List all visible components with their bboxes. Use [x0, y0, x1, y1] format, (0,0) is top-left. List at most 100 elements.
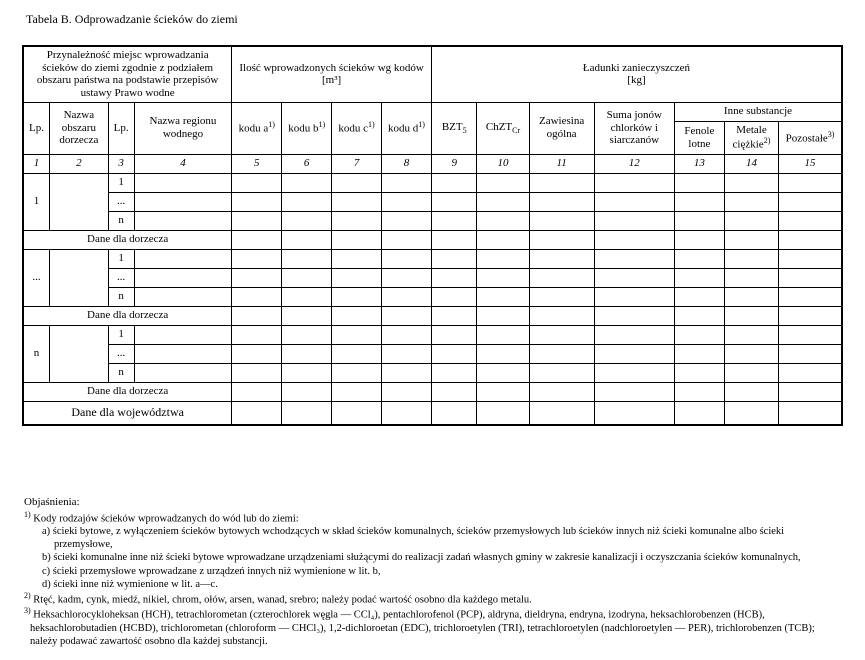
explain-line: 3) Heksachlorocykloheksan (HCH), tetrach…: [24, 606, 843, 648]
colnum: 12: [594, 154, 674, 173]
cell: [594, 325, 674, 344]
cell: [431, 325, 477, 344]
cell: [724, 344, 778, 363]
cell: [529, 363, 594, 382]
cell: [232, 249, 282, 268]
table-row: n: [23, 211, 842, 230]
cell: [477, 306, 529, 325]
cell-sublp: ...: [108, 192, 134, 211]
cell: [134, 268, 232, 287]
cell: [779, 401, 842, 425]
cell: [431, 382, 477, 401]
cell: [332, 268, 382, 287]
hdr-group-location: Przynależność miejsc wprowadzania ściekó…: [23, 46, 232, 102]
colnum: 5: [232, 154, 282, 173]
cell: [282, 211, 332, 230]
cell: [232, 382, 282, 401]
summary-row-dorzecza: Dane dla dorzecza: [23, 382, 842, 401]
cell: [382, 363, 432, 382]
cell: [332, 287, 382, 306]
colnum: 1: [23, 154, 50, 173]
cell: [674, 268, 724, 287]
hdr-group-amount-unit: [m³]: [322, 74, 341, 86]
cell: [779, 192, 842, 211]
cell: [232, 192, 282, 211]
cell: [674, 211, 724, 230]
cell: [779, 344, 842, 363]
cell: [594, 401, 674, 425]
hdr-metale: Metale ciężkie2): [724, 121, 778, 154]
hdr-nazwa-obszaru: Nazwa obszaru dorzecza: [50, 102, 109, 154]
hdr-inne: Inne substancje: [674, 102, 842, 121]
cell: [332, 401, 382, 425]
explanations: 1) 1) Kody rodzajów ścieków wprowadzanyc…: [24, 510, 843, 649]
cell: [431, 173, 477, 192]
cell: [674, 230, 724, 249]
colnum: 13: [674, 154, 724, 173]
cell: [232, 287, 282, 306]
colnum: 15: [779, 154, 842, 173]
cell: [674, 363, 724, 382]
cell: [529, 325, 594, 344]
hdr-group-amount: Ilość wprowadzonych ścieków wg kodów [m³…: [232, 46, 432, 102]
hdr-group-loads: Ładunki zanieczyszczeń [kg]: [431, 46, 842, 102]
cell: [332, 230, 382, 249]
cell: [529, 230, 594, 249]
cell: [674, 249, 724, 268]
explain-title: Objaśnienia:: [24, 496, 843, 508]
cell: [674, 325, 724, 344]
colnum: 3: [108, 154, 134, 173]
cell: [724, 249, 778, 268]
colnum: 4: [134, 154, 232, 173]
cell-sublp: n: [108, 287, 134, 306]
cell: [529, 344, 594, 363]
cell: [382, 306, 432, 325]
cell: [724, 382, 778, 401]
cell: [724, 306, 778, 325]
cell: [332, 173, 382, 192]
cell: [134, 173, 232, 192]
cell: [529, 249, 594, 268]
cell: [431, 249, 477, 268]
hdr-kodu-a: kodu a1): [232, 102, 282, 154]
cell: [529, 382, 594, 401]
explain-line: a) ścieki bytowe, z wyłączeniem ścieków …: [42, 525, 843, 551]
cell: [282, 268, 332, 287]
cell: [529, 401, 594, 425]
column-number-row: 1 2 3 4 5 6 7 8 9 10 11 12 13 14 15: [23, 154, 842, 173]
explain-line: b) ścieki komunalne inne niż ścieki byto…: [42, 551, 843, 564]
cell: [594, 344, 674, 363]
cell: [134, 287, 232, 306]
summary-row-dorzecza: Dane dla dorzecza: [23, 306, 842, 325]
explain-line: d) ścieki inne niż wymienione w lit. a—c…: [42, 578, 843, 591]
cell: [232, 401, 282, 425]
colnum: 7: [332, 154, 382, 173]
cell: [332, 325, 382, 344]
main-table: Przynależność miejsc wprowadzania ściekó…: [22, 45, 843, 426]
cell: [594, 363, 674, 382]
cell: [382, 382, 432, 401]
cell: [382, 173, 432, 192]
cell: [477, 363, 529, 382]
cell: [779, 268, 842, 287]
cell: [134, 344, 232, 363]
colnum: 8: [382, 154, 432, 173]
cell: [282, 173, 332, 192]
cell: [477, 249, 529, 268]
cell: [779, 287, 842, 306]
hdr-nazwa-regionu: Nazwa regionu wodnego: [134, 102, 232, 154]
cell: [134, 192, 232, 211]
cell: [594, 287, 674, 306]
cell: [332, 192, 382, 211]
table-row: n: [23, 287, 842, 306]
cell: [724, 325, 778, 344]
cell: [594, 192, 674, 211]
cell: [134, 325, 232, 344]
hdr-suma-jonow: Suma jonów chlorków i siarczanów: [594, 102, 674, 154]
cell: [724, 268, 778, 287]
cell: [382, 325, 432, 344]
cell: [529, 192, 594, 211]
summary-label: Dane dla dorzecza: [23, 306, 232, 325]
table-title: Tabela B. Odprowadzanie ścieków do ziemi: [26, 12, 843, 27]
cell: [134, 249, 232, 268]
